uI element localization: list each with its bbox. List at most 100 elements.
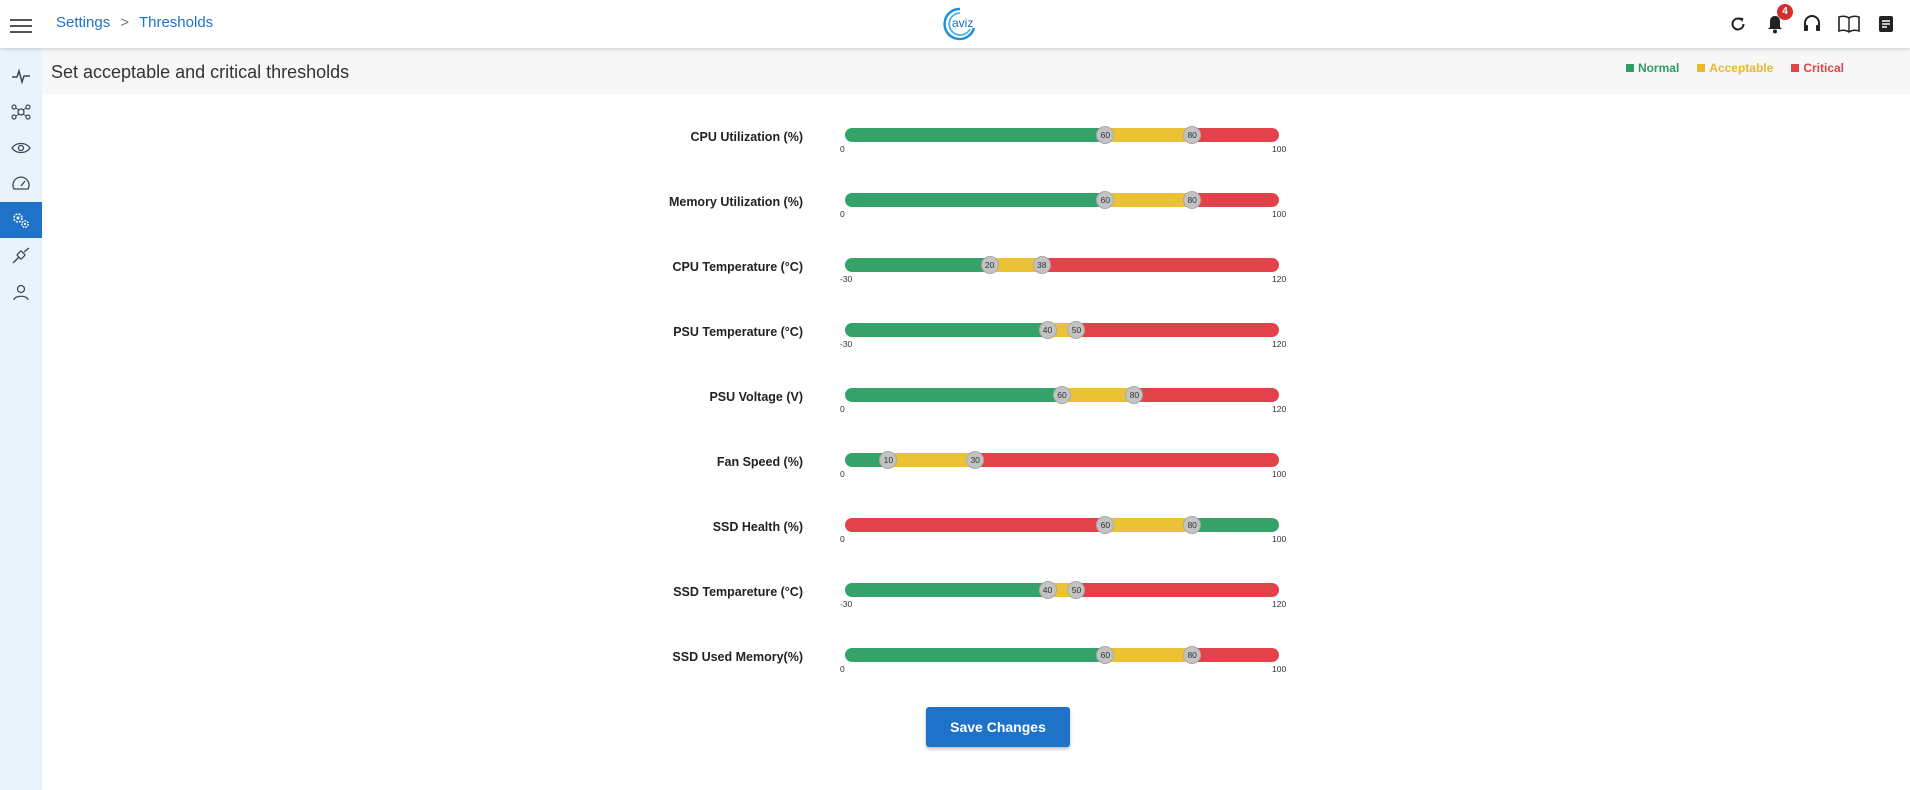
range-max-label: 100 <box>1272 469 1287 479</box>
top-bar: Settings > Thresholds aviz 4 <box>0 0 1910 48</box>
breadcrumb-thresholds[interactable]: Thresholds <box>138 14 214 31</box>
gears-icon <box>13 213 29 228</box>
segment-normal <box>1192 518 1279 532</box>
threshold-slider-track[interactable] <box>845 583 1279 597</box>
range-max-label: 120 <box>1272 404 1287 414</box>
slider-thumb-high[interactable]: 80 <box>1183 126 1202 144</box>
slider-thumb-low[interactable]: 60 <box>1096 646 1115 664</box>
threshold-row: Fan Speed (%) 10 30 0 100 <box>0 451 1910 493</box>
threshold-row: SSD Health (%) 60 80 0 100 <box>0 516 1910 558</box>
threshold-slider-track[interactable] <box>845 128 1279 142</box>
range-max-label: 100 <box>1272 209 1287 219</box>
threshold-label: CPU Temperature (°C) <box>672 260 803 274</box>
sidebar <box>0 48 42 790</box>
threshold-row: CPU Temperature (°C) 20 38 -30 120 <box>0 256 1910 298</box>
legend: Normal Acceptable Critical <box>1625 61 1844 75</box>
document-icon[interactable] <box>1874 12 1898 36</box>
range-min-label: -30 <box>840 274 853 284</box>
segment-critical <box>1041 258 1279 272</box>
legend-normal-label: Normal <box>1637 61 1680 75</box>
range-min-label: 0 <box>840 209 845 219</box>
slider-thumb-low[interactable]: 40 <box>1038 321 1057 339</box>
legend-acceptable-label: Acceptable <box>1709 61 1774 75</box>
range-max-label: 100 <box>1272 664 1287 674</box>
headset-icon[interactable] <box>1800 12 1824 36</box>
threshold-slider-track[interactable] <box>845 388 1279 402</box>
slider-thumb-high[interactable]: 80 <box>1183 191 1202 209</box>
threshold-slider-track[interactable] <box>845 648 1279 662</box>
page-title: Set acceptable and critical thresholds <box>51 62 350 82</box>
range-max-label: 120 <box>1272 599 1287 609</box>
segment-normal <box>845 453 889 467</box>
threshold-label: CPU Utilization (%) <box>690 130 804 144</box>
bell-icon[interactable]: 4 <box>1763 4 1793 36</box>
slider-thumb-high[interactable]: 30 <box>966 451 985 469</box>
segment-critical <box>1192 193 1279 207</box>
slider-thumb-low[interactable]: 60 <box>1096 516 1115 534</box>
threshold-label: PSU Temperature (°C) <box>673 325 803 339</box>
range-min-label: 0 <box>840 534 845 544</box>
segment-normal <box>845 583 1048 597</box>
slider-thumb-low[interactable]: 60 <box>1096 126 1115 144</box>
aviz-logo: aviz <box>943 7 976 41</box>
book-icon[interactable] <box>1837 12 1861 36</box>
threshold-label: Memory Utilization (%) <box>668 195 803 209</box>
slider-thumb-low[interactable]: 60 <box>1096 191 1115 209</box>
threshold-slider-track[interactable] <box>845 518 1279 532</box>
threshold-label: SSD Tempareture (°C) <box>673 585 803 599</box>
range-min-label: 0 <box>840 469 845 479</box>
slider-thumb-high[interactable]: 80 <box>1125 386 1144 404</box>
legend-critical-label: Critical <box>1803 61 1844 75</box>
slider-thumb-high[interactable]: 50 <box>1067 581 1086 599</box>
gauge-icon <box>12 176 30 190</box>
range-min-label: -30 <box>840 339 853 349</box>
range-max-label: 100 <box>1272 144 1287 154</box>
refresh-icon[interactable] <box>1726 12 1750 36</box>
breadcrumb-settings[interactable]: Settings <box>56 14 111 31</box>
sidebar-item-observability[interactable] <box>0 130 42 166</box>
segment-normal <box>845 128 1106 142</box>
slider-thumb-low[interactable]: 40 <box>1038 581 1057 599</box>
segment-normal <box>845 258 990 272</box>
network-icon <box>11 104 31 120</box>
slider-thumb-high[interactable]: 80 <box>1183 516 1202 534</box>
notification-badge: 4 <box>1777 4 1793 20</box>
sidebar-item-settings[interactable] <box>0 202 42 238</box>
range-min-label: 0 <box>840 664 845 674</box>
save-changes-button[interactable]: Save Changes <box>926 707 1070 747</box>
threshold-label: SSD Used Memory(%) <box>672 650 803 664</box>
threshold-label: PSU Voltage (V) <box>709 390 803 404</box>
range-min-label: 0 <box>840 144 845 154</box>
segment-normal <box>845 648 1106 662</box>
legend-acceptable-swatch <box>1697 64 1706 72</box>
threshold-slider-track[interactable] <box>845 193 1279 207</box>
threshold-slider-track[interactable] <box>845 453 1279 467</box>
sidebar-item-integrations[interactable] <box>0 238 42 274</box>
range-max-label: 120 <box>1272 274 1287 284</box>
slider-thumb-low[interactable]: 60 <box>1053 386 1071 404</box>
sidebar-item-dashboard[interactable] <box>0 166 42 202</box>
breadcrumb-separator: > <box>120 14 129 31</box>
segment-acceptable <box>1105 193 1193 207</box>
sidebar-item-monitoring[interactable] <box>0 58 42 94</box>
threshold-row: CPU Utilization (%) 60 80 0 100 <box>0 126 1910 168</box>
segment-critical <box>1192 128 1279 142</box>
sidebar-item-network[interactable] <box>0 94 42 130</box>
threshold-label: Fan Speed (%) <box>716 455 803 469</box>
slider-thumb-low[interactable]: 20 <box>980 256 999 274</box>
slider-thumb-high[interactable]: 38 <box>1032 256 1051 274</box>
slider-thumb-high[interactable]: 80 <box>1183 646 1202 664</box>
pulse-icon <box>12 68 30 84</box>
segment-normal <box>845 193 1106 207</box>
sidebar-item-users[interactable] <box>0 274 42 310</box>
eye-icon <box>11 142 31 154</box>
menu-icon[interactable] <box>8 16 34 40</box>
legend-acceptable: Acceptable <box>1697 61 1773 75</box>
slider-thumb-high[interactable]: 50 <box>1067 321 1086 339</box>
legend-normal-swatch <box>1625 64 1634 72</box>
segment-critical <box>1076 583 1279 597</box>
threshold-row: Memory Utilization (%) 60 80 0 100 <box>0 191 1910 233</box>
threshold-slider-track[interactable] <box>845 258 1279 272</box>
threshold-slider-track[interactable] <box>845 323 1279 337</box>
slider-thumb-low[interactable]: 10 <box>879 451 898 469</box>
